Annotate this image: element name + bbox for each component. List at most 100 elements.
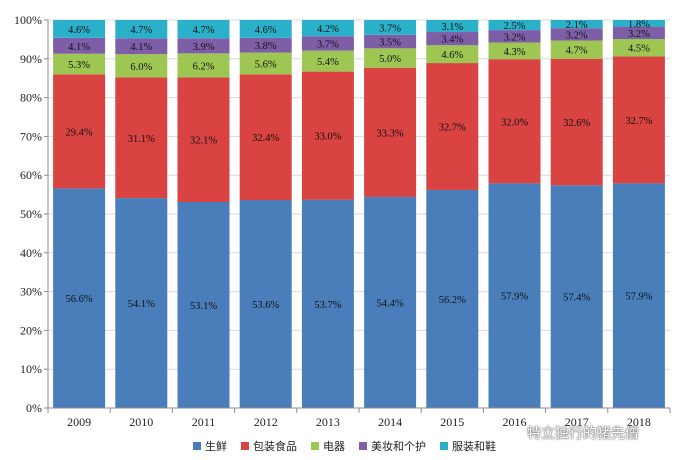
bar-segment: [488, 20, 541, 31]
segment-label: 56.2%: [439, 295, 466, 306]
x-tick-label: 2017: [565, 415, 589, 429]
segment-label: 1.8%: [628, 19, 650, 30]
segment-label: 32.7%: [625, 116, 652, 127]
x-tick-label: 2014: [378, 415, 402, 429]
segment-label: 4.6%: [441, 50, 463, 61]
bar-segment: [177, 38, 230, 54]
bar-segment: [239, 52, 292, 75]
y-tick-label: 70%: [20, 129, 42, 143]
bar-segment: [488, 30, 541, 43]
segment-label: 4.2%: [317, 24, 339, 35]
bar-segment: [364, 48, 417, 68]
segment-label: 3.2%: [504, 32, 526, 43]
segment-label: 29.4%: [66, 127, 93, 138]
bar-segment: [612, 26, 665, 40]
segment-label: 4.1%: [130, 42, 152, 53]
wechat-icon: [504, 426, 522, 440]
bar-segment: [301, 199, 354, 408]
segment-label: 4.6%: [68, 25, 90, 36]
bar-segment: [364, 34, 417, 49]
segment-label: 4.7%: [193, 25, 215, 36]
segment-label: 3.9%: [193, 42, 215, 53]
bar-segment: [550, 40, 603, 59]
bar-segment: [612, 183, 665, 408]
legend-label-appliances: 电器: [323, 440, 345, 453]
segment-label: 54.4%: [377, 298, 404, 309]
segment-labels: 56.6% 29.4% 5.3% 4.1% 4.6% 54.1% 31.1% 6.0% 4.1%…: [66, 19, 653, 312]
segment-label: 57.4%: [563, 293, 590, 304]
segment-label: 32.1%: [190, 136, 217, 147]
x-tick-label: 2009: [67, 415, 91, 429]
bar-segments: [53, 20, 665, 408]
bar-segment: [239, 20, 292, 38]
bar-segment: [177, 20, 230, 39]
legend-item-fresh: 生鲜: [193, 438, 227, 454]
segment-label: 53.6%: [252, 300, 279, 311]
legend-label-packaged-food: 包装食品: [253, 440, 297, 453]
bar-segment: [550, 28, 603, 41]
segment-label: 5.3%: [68, 60, 90, 71]
bar-segment: [53, 20, 106, 38]
y-tick-label: 50%: [20, 207, 42, 221]
segment-label: 54.1%: [128, 299, 155, 310]
x-tick-label: 2013: [316, 415, 340, 429]
legend-item-packaged-food: 包装食品: [241, 438, 297, 454]
segment-label: 3.1%: [441, 22, 463, 33]
segment-label: 32.7%: [439, 123, 466, 134]
y-tick-label: 30%: [20, 285, 42, 299]
bar-segment: [115, 20, 168, 39]
segment-label: 4.1%: [68, 42, 90, 53]
bar-segment: [239, 200, 292, 408]
bar-segment: [364, 67, 417, 197]
segment-label: 56.6%: [66, 294, 93, 305]
legend-item-apparel: 服装和鞋: [440, 438, 496, 454]
segment-label: 5.4%: [317, 57, 339, 68]
bar-segment: [488, 59, 541, 184]
legend-swatch-fresh: [193, 442, 201, 450]
x-tick-label: 2010: [129, 415, 153, 429]
bar-segment: [177, 77, 230, 202]
bar-segment: [53, 74, 106, 189]
segment-label: 3.7%: [317, 39, 339, 50]
segment-label: 57.9%: [625, 292, 652, 303]
segment-label: 3.5%: [379, 38, 401, 49]
watermark-text: 特立独行的猪先僧: [527, 426, 639, 442]
x-axis: 2009 2010 2011 2012 2013 2014 2015 2016 2017 2018: [47, 407, 671, 429]
y-tick-label: 10%: [20, 362, 42, 376]
segment-label: 4.7%: [130, 25, 152, 36]
x-tick-label: 2018: [627, 415, 651, 429]
segment-label: 2.5%: [504, 21, 526, 32]
bar-segment: [426, 32, 479, 46]
bar-segment: [426, 45, 479, 64]
legend-swatch-packaged-food: [241, 442, 249, 450]
bar-segment: [550, 20, 603, 29]
bar-segment: [550, 185, 603, 408]
segment-label: 3.2%: [566, 30, 588, 41]
x-tick-label: 2012: [254, 415, 278, 429]
bar-segment: [488, 42, 541, 60]
segment-label: 4.7%: [566, 46, 588, 57]
segment-label: 3.4%: [441, 35, 463, 46]
legend-swatch-apparel: [440, 442, 448, 450]
segment-label: 5.6%: [255, 59, 277, 70]
bar-segment: [53, 53, 106, 75]
segment-label: 53.1%: [190, 301, 217, 312]
legend-item-beauty: 美妆和个护: [359, 438, 426, 454]
segment-label: 2.1%: [566, 20, 588, 31]
bar-segment: [488, 183, 541, 408]
segment-label: 4.6%: [255, 25, 277, 36]
legend-label-beauty: 美妆和个护: [371, 440, 426, 453]
bar-segment: [115, 54, 168, 78]
bar-segment: [364, 20, 417, 35]
bar-segment: [53, 37, 106, 54]
y-tick-label: 40%: [20, 246, 42, 260]
segment-label: 32.4%: [252, 133, 279, 144]
legend-label-apparel: 服装和鞋: [452, 440, 496, 453]
bar-segment: [301, 50, 354, 72]
bar-segment: [301, 36, 354, 51]
bar-segment: [301, 71, 354, 200]
segment-label: 33.3%: [377, 128, 404, 139]
bar-segment: [53, 188, 106, 408]
legend-item-appliances: 电器: [311, 438, 345, 454]
y-axis: 0% 10% 20% 30% 40% 50% 60% 70% 80% 90% 100%: [14, 13, 49, 415]
